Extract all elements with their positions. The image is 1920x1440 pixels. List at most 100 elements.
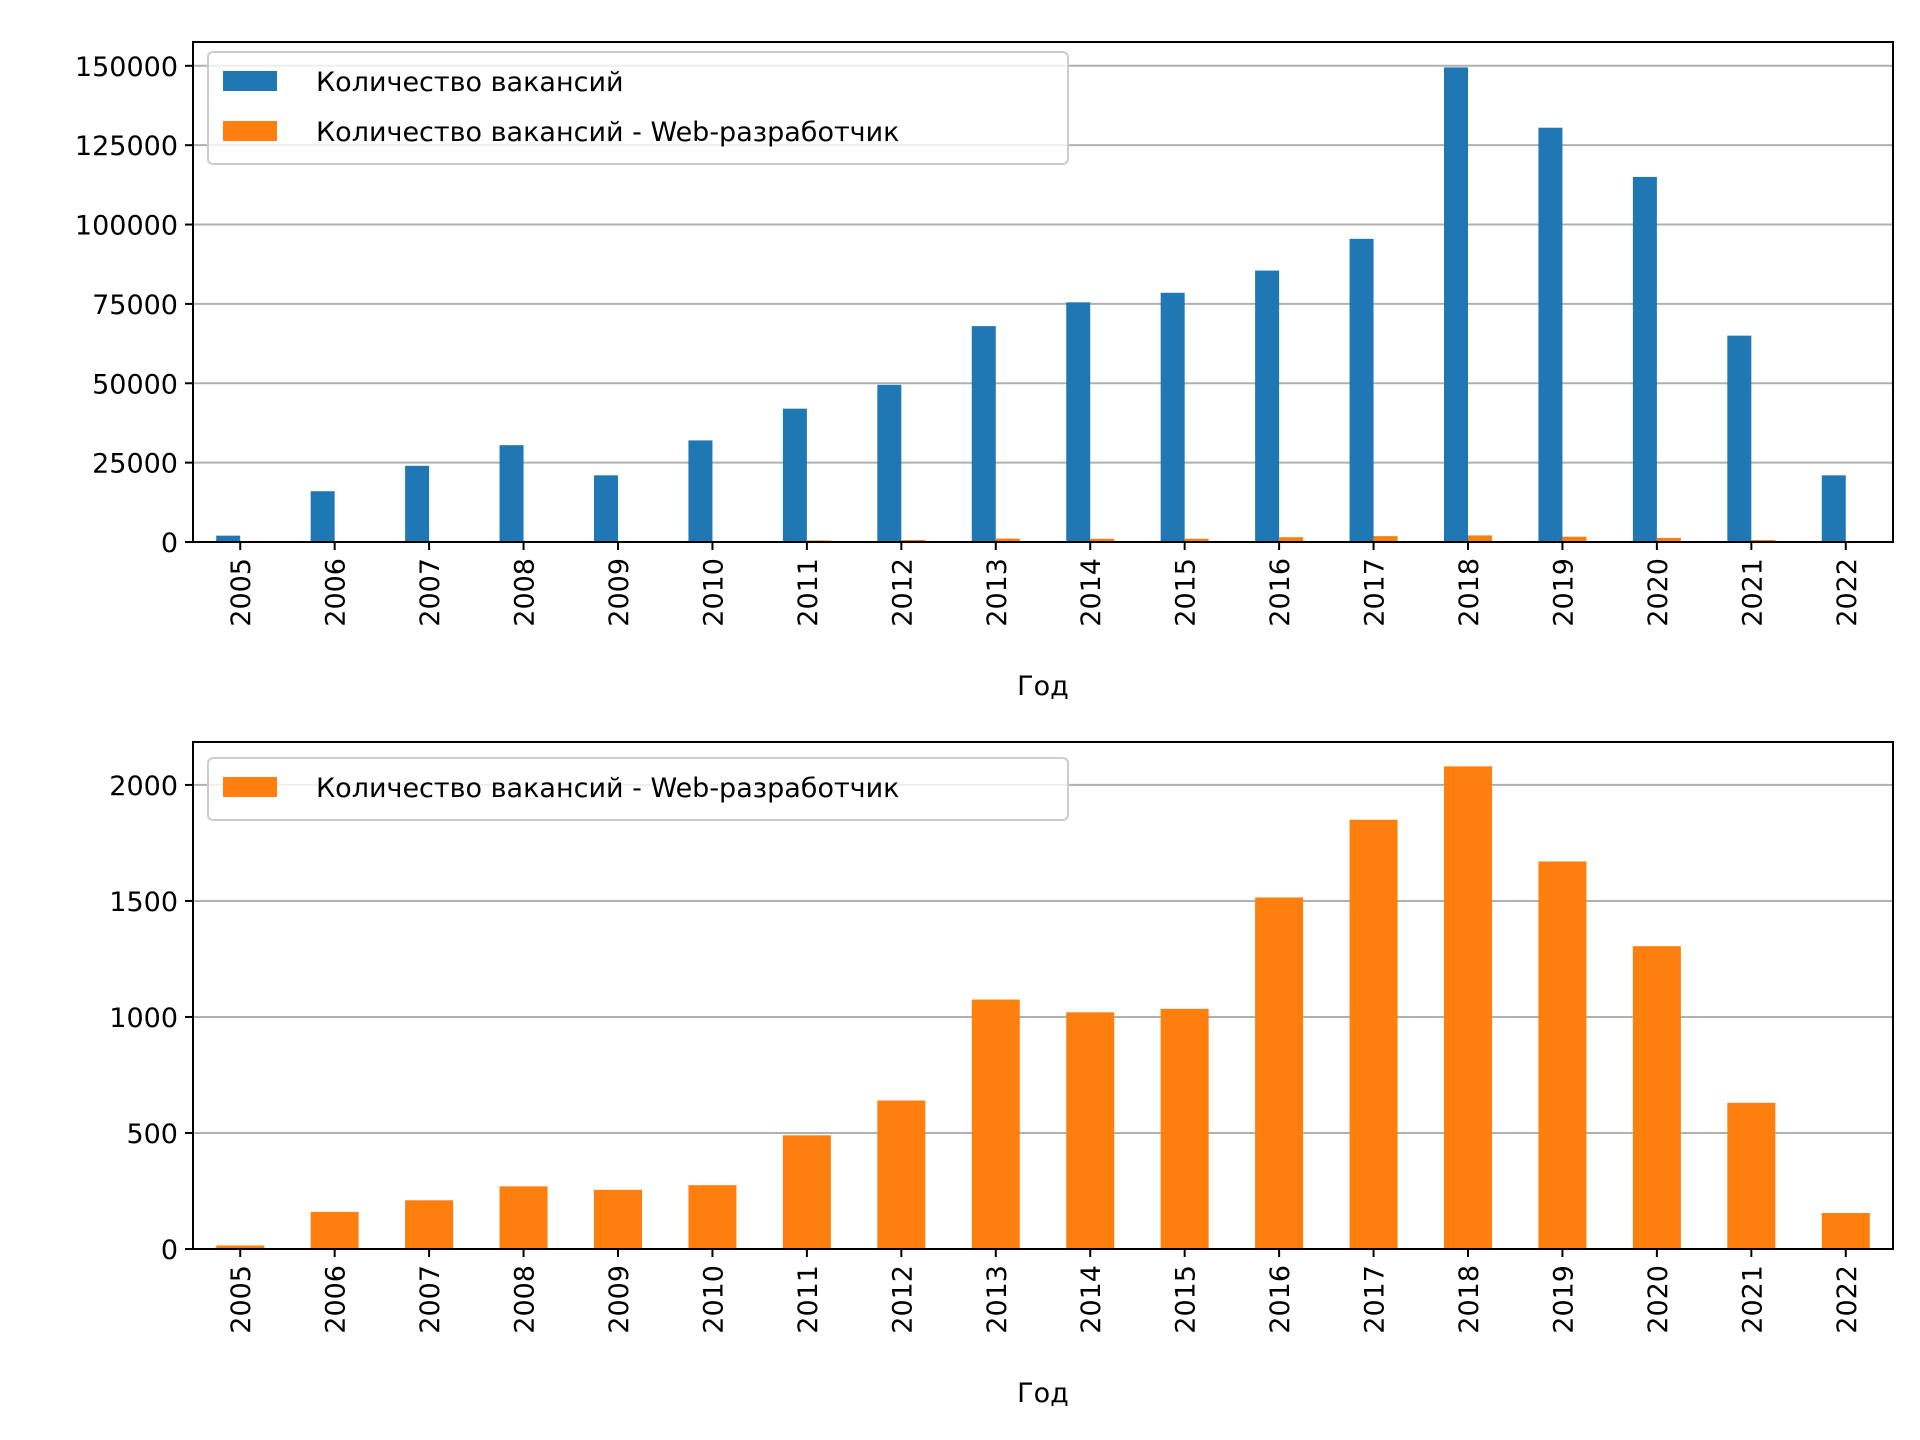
x-tick-label: 2017 <box>1360 558 1391 627</box>
bar-2012-series-1 <box>901 539 926 542</box>
bar-2016-series-0 <box>1255 897 1304 1249</box>
y-tick-label: 75000 <box>92 290 178 321</box>
x-tick-label: 2008 <box>510 558 541 627</box>
x-tick-label: 2019 <box>1548 558 1579 627</box>
legend-box <box>207 51 1069 165</box>
x-tick-label: 2020 <box>1643 1265 1674 1334</box>
y-tick-label: 150000 <box>75 52 178 83</box>
x-tick-label: 2009 <box>604 1265 635 1334</box>
y-tick-label: 0 <box>161 1235 178 1266</box>
x-tick-label: 2015 <box>1171 558 1202 627</box>
x-tick-label: 2014 <box>1076 558 1107 627</box>
x-tick-label: 2018 <box>1454 1265 1485 1334</box>
x-tick-label: 2022 <box>1832 558 1863 627</box>
bar-2020-series-1 <box>1656 537 1681 542</box>
x-tick-label: 2017 <box>1360 1265 1391 1334</box>
bar-2015-series-0 <box>1160 1008 1209 1249</box>
x-axis-title: Год <box>1017 1378 1069 1409</box>
x-tick-label: 2018 <box>1454 558 1485 627</box>
x-tick-label: 2015 <box>1171 1265 1202 1334</box>
bar-2014-series-0 <box>1066 1012 1115 1249</box>
x-axis-title: Год <box>1017 671 1069 702</box>
bar-2005-series-0 <box>216 1245 265 1249</box>
x-tick-label: 2010 <box>698 558 729 627</box>
x-tick-label: 2007 <box>415 558 446 627</box>
x-tick-label: 2010 <box>698 1265 729 1334</box>
x-tick-label: 2012 <box>887 1265 918 1334</box>
bar-2016-series-0 <box>1255 270 1280 542</box>
y-tick-label: 125000 <box>75 131 178 162</box>
y-tick-label: 100000 <box>75 211 178 242</box>
y-tick-label: 0 <box>161 528 178 559</box>
y-tick-label: 50000 <box>92 369 178 400</box>
y-tick-label: 1000 <box>109 1003 178 1034</box>
bar-2017-series-0 <box>1349 819 1398 1249</box>
bar-2006-series-0 <box>310 491 335 542</box>
legend-swatch <box>223 121 277 141</box>
bar-2007-series-0 <box>405 465 430 542</box>
bar-2020-series-0 <box>1632 176 1657 542</box>
x-tick-label: 2011 <box>793 1265 824 1334</box>
bar-2021-series-0 <box>1727 1102 1776 1249</box>
bar-2015-series-1 <box>1184 538 1209 542</box>
bar-2019-series-0 <box>1538 861 1587 1249</box>
x-tick-label: 2005 <box>226 558 257 627</box>
bar-2006-series-0 <box>310 1211 359 1249</box>
x-tick-label: 2016 <box>1265 1265 1296 1334</box>
bar-2013-series-0 <box>971 326 996 542</box>
bar-2012-series-0 <box>877 1100 926 1249</box>
bar-2014-series-1 <box>1090 538 1115 542</box>
y-tick-label: 25000 <box>92 449 178 480</box>
x-tick-label: 2016 <box>1265 558 1296 627</box>
x-tick-label: 2012 <box>887 558 918 627</box>
bar-2015-series-0 <box>1160 292 1185 542</box>
x-tick-label: 2013 <box>982 558 1013 627</box>
bar-2022-series-0 <box>1821 1213 1870 1249</box>
bar-2017-series-0 <box>1349 238 1374 543</box>
x-tick-label: 2005 <box>226 1265 257 1334</box>
y-tick-label: 2000 <box>109 771 178 802</box>
bar-2008-series-0 <box>499 445 524 542</box>
bar-2021-series-0 <box>1727 335 1752 542</box>
bar-2011-series-0 <box>782 1135 831 1249</box>
bar-2016-series-1 <box>1279 537 1304 542</box>
bar-2017-series-1 <box>1373 536 1398 542</box>
legend-swatch <box>223 777 277 797</box>
bar-2012-series-0 <box>877 384 902 542</box>
bar-2013-series-0 <box>971 999 1020 1249</box>
chart-bottom-web-developer: 0 500 1000 1500 2000 2005 2006 2007 2008 2009 2010… <box>109 741 1894 1409</box>
x-tick-label: 2007 <box>415 1265 446 1334</box>
bar-2008-series-0 <box>499 1186 548 1249</box>
bar-2019-series-0 <box>1538 127 1563 542</box>
legend-swatch <box>223 71 277 91</box>
chart-top-vacancies: 0 25000 50000 75000 100000 125000 150000 2005 20… <box>75 41 1894 702</box>
x-tick-label: 2011 <box>793 558 824 627</box>
plot-frame <box>192 41 1894 543</box>
x-tick-label: 2006 <box>321 1265 352 1334</box>
x-tick-label: 2006 <box>321 558 352 627</box>
bar-2011-series-0 <box>782 408 807 542</box>
bar-2018-series-0 <box>1444 67 1468 543</box>
bar-2014-series-0 <box>1066 302 1091 542</box>
plot-frame <box>192 741 1894 1250</box>
x-tick-label: 2014 <box>1076 1265 1107 1334</box>
bar-2005-series-0 <box>216 535 241 542</box>
x-tick-label: 2019 <box>1548 1265 1579 1334</box>
x-tick-label: 2013 <box>982 1265 1013 1334</box>
x-tick-label: 2008 <box>510 1265 541 1334</box>
bar-2020-series-0 <box>1632 946 1681 1249</box>
y-tick-label: 1500 <box>109 887 178 918</box>
x-tick-label: 2022 <box>1832 1265 1863 1334</box>
y-tick-label: 500 <box>126 1119 178 1150</box>
x-tick-label: 2009 <box>604 558 635 627</box>
x-tick-label: 2021 <box>1737 1265 1768 1334</box>
legend-label: Количество вакансий - Web-разработчик <box>316 117 900 148</box>
legend-label: Количество вакансий - Web-разработчик <box>316 773 900 804</box>
bar-2022-series-0 <box>1821 475 1846 542</box>
x-tick-label: 2021 <box>1737 558 1768 627</box>
bar-2007-series-0 <box>405 1200 454 1249</box>
bar-2019-series-1 <box>1562 536 1587 542</box>
bar-2013-series-1 <box>995 538 1020 542</box>
